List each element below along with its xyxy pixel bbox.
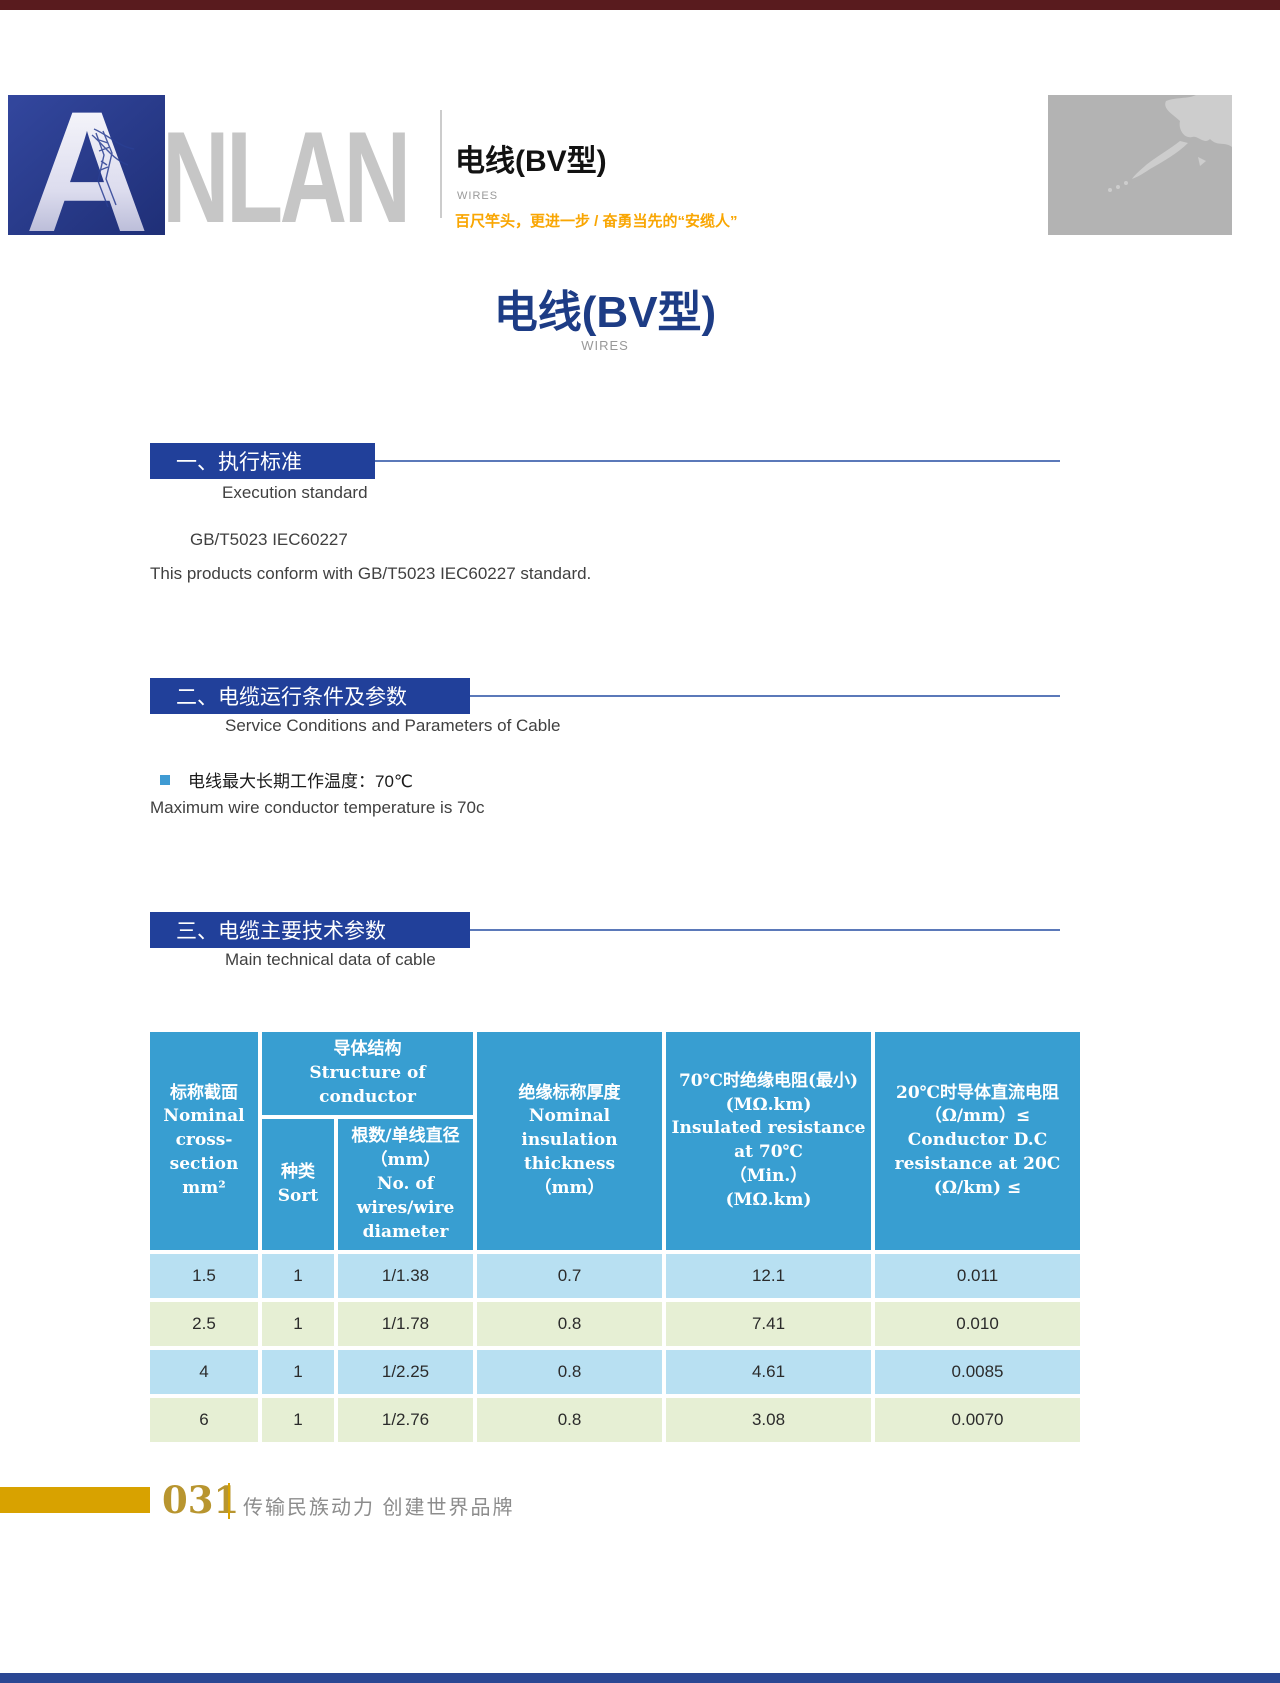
cell-cross-section: 1.5 (150, 1254, 258, 1299)
header-product-name-en: WIRES (457, 190, 499, 202)
section1-subheading: Execution standard (222, 483, 368, 502)
standard-codes: GB/T5023 IEC60227 (190, 530, 348, 549)
cell-dc-resistance: 0.0070 (875, 1398, 1081, 1443)
cell-cross-section: 4 (150, 1350, 258, 1395)
cell-insulation-thickness: 0.8 (477, 1350, 663, 1395)
section1-rule (375, 460, 1060, 462)
footer-divider (228, 1483, 230, 1519)
cell-dc-resistance: 0.011 (875, 1254, 1081, 1299)
section2-rule (470, 695, 1060, 697)
header-divider (440, 110, 442, 218)
cell-wires-diameter: 1/2.76 (338, 1398, 474, 1443)
page-title-en: WIRES (581, 338, 629, 353)
cell-wires-diameter: 1/1.78 (338, 1302, 474, 1347)
table-row: 1.5 1 1/1.38 0.7 12.1 0.011 (150, 1254, 1081, 1299)
cell-insulation-thickness: 0.7 (477, 1254, 663, 1299)
anlan-logo-mark: A (8, 95, 165, 235)
technical-data-table: 标称截面 Nominal cross-section mm² 导体结构 Stru… (146, 1028, 1084, 1446)
section3-subheading: Main technical data of cable (225, 950, 436, 969)
cell-insulation-resistance: 12.1 (666, 1254, 872, 1299)
section2-subheading: Service Conditions and Parameters of Cab… (225, 716, 561, 735)
cell-cross-section: 2.5 (150, 1302, 258, 1347)
cell-wires-diameter: 1/1.38 (338, 1254, 474, 1299)
cell-insulation-thickness: 0.8 (477, 1302, 663, 1347)
footer-slogan: 传输民族动力 创建世界品牌 (243, 1497, 515, 1519)
logo-wordmark: NLAN (162, 112, 503, 242)
page-number: 031 (162, 1478, 240, 1522)
logo-background (8, 95, 165, 235)
section2-heading: 二、电缆运行条件及参数 (150, 678, 470, 714)
cell-insulation-resistance: 3.08 (666, 1398, 872, 1443)
cell-sort: 1 (262, 1350, 334, 1395)
col-header-dc-resistance-20c: 20℃时导体直流电阻 （Ω/mm）≤ Conductor D.C resista… (875, 1032, 1081, 1251)
logo-letters-nlan: NLAN (162, 104, 411, 250)
cell-insulation-resistance: 4.61 (666, 1350, 872, 1395)
col-header-insulation-thickness: 绝缘标称厚度 Nominal insulation thickness （mm） (477, 1032, 663, 1251)
standard-description: This products conform with GB/T5023 IEC6… (150, 564, 592, 583)
cell-dc-resistance: 0.010 (875, 1302, 1081, 1347)
max-temperature-note-en: Maximum wire conductor temperature is 70… (150, 798, 485, 817)
bottom-accent-strip (0, 1673, 1280, 1683)
col-header-sort: 种类 Sort (262, 1119, 334, 1251)
map-decoration-image (1048, 95, 1232, 235)
page-title: 电线(BV型) (493, 288, 717, 337)
cell-wires-diameter: 1/2.25 (338, 1350, 474, 1395)
section3-heading: 三、电缆主要技术参数 (150, 912, 470, 948)
footer-gold-bar (0, 1487, 150, 1513)
logo-letter-a: A (25, 95, 149, 235)
cell-insulation-resistance: 7.41 (666, 1302, 872, 1347)
max-temperature-note-zh: 电线最大长期工作温度：70℃ (188, 772, 414, 791)
table-row: 6 1 1/2.76 0.8 3.08 0.0070 (150, 1398, 1081, 1443)
top-accent-strip (0, 0, 1280, 10)
cell-sort: 1 (262, 1398, 334, 1443)
cell-dc-resistance: 0.0085 (875, 1350, 1081, 1395)
section3-rule (470, 929, 1060, 931)
col-header-wires-diameter: 根数/单线直径 （mm） No. of wires/wire diameter (338, 1119, 474, 1251)
table-row: 2.5 1 1/1.78 0.8 7.41 0.010 (150, 1302, 1081, 1347)
cell-sort: 1 (262, 1302, 334, 1347)
transmission-tower-sketch-icon (91, 128, 135, 208)
col-header-conductor-structure-group: 导体结构 Structure of conductor (262, 1032, 474, 1116)
cell-insulation-thickness: 0.8 (477, 1398, 663, 1443)
table-row: 4 1 1/2.25 0.8 4.61 0.0085 (150, 1350, 1081, 1395)
col-header-insulation-resistance-70c: 70℃时绝缘电阻(最小) (MΩ.km) Insulated resistanc… (666, 1032, 872, 1251)
header-tagline: 百尺竿头，更进一步 / 奋勇当先的“安缆人” (455, 213, 738, 230)
technical-data-table-wrapper: 标称截面 Nominal cross-section mm² 导体结构 Stru… (146, 1028, 1084, 1446)
header-product-name: 电线(BV型) (455, 145, 607, 178)
square-bullet-icon (160, 775, 170, 785)
cell-cross-section: 6 (150, 1398, 258, 1443)
col-header-nominal-cross-section: 标称截面 Nominal cross-section mm² (150, 1032, 258, 1251)
cell-sort: 1 (262, 1254, 334, 1299)
section1-heading: 一、执行标准 (150, 443, 375, 479)
